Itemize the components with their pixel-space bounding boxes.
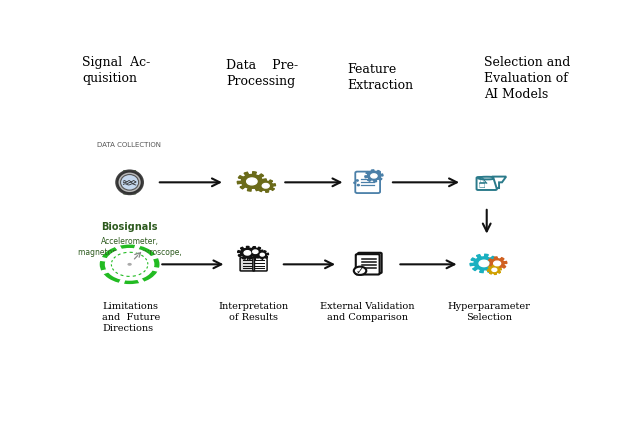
Circle shape — [354, 267, 366, 275]
Polygon shape — [100, 258, 109, 261]
Polygon shape — [102, 269, 110, 273]
Polygon shape — [137, 277, 143, 283]
Text: Feature
Extraction: Feature Extraction — [347, 63, 413, 92]
FancyBboxPatch shape — [123, 186, 136, 194]
Polygon shape — [134, 245, 140, 251]
Circle shape — [492, 268, 497, 271]
Circle shape — [246, 178, 257, 185]
Circle shape — [100, 245, 159, 284]
FancyBboxPatch shape — [253, 258, 267, 271]
Circle shape — [479, 260, 489, 267]
Ellipse shape — [478, 177, 495, 179]
Circle shape — [244, 250, 251, 255]
Text: Biosignals: Biosignals — [101, 222, 158, 232]
FancyBboxPatch shape — [123, 170, 136, 178]
Circle shape — [109, 251, 150, 278]
FancyBboxPatch shape — [477, 177, 497, 190]
Text: ✓: ✓ — [356, 265, 364, 276]
Text: Interpretation
of Results: Interpretation of Results — [218, 302, 289, 322]
Polygon shape — [256, 179, 275, 192]
Circle shape — [108, 250, 152, 279]
Text: □: □ — [479, 182, 485, 188]
Polygon shape — [150, 268, 159, 271]
FancyBboxPatch shape — [240, 258, 254, 271]
Circle shape — [122, 259, 137, 269]
FancyBboxPatch shape — [358, 253, 381, 273]
Polygon shape — [493, 177, 506, 188]
Circle shape — [118, 257, 141, 271]
Text: Data    Pre-
Processing: Data Pre- Processing — [227, 59, 298, 88]
Polygon shape — [237, 172, 266, 191]
Text: Limitations
and  Future
Directions: Limitations and Future Directions — [102, 302, 161, 333]
Circle shape — [371, 174, 377, 178]
Circle shape — [105, 248, 154, 281]
Text: External Validation
and Comparison: External Validation and Comparison — [321, 302, 415, 322]
Polygon shape — [488, 265, 501, 274]
Circle shape — [260, 253, 264, 256]
Text: Signal  Ac-
quisition: Signal Ac- quisition — [83, 56, 151, 85]
Circle shape — [493, 261, 500, 266]
Polygon shape — [120, 278, 125, 284]
FancyBboxPatch shape — [355, 172, 380, 193]
Circle shape — [357, 184, 359, 186]
Circle shape — [116, 256, 143, 273]
Text: △: △ — [479, 176, 484, 185]
Circle shape — [262, 184, 269, 188]
FancyBboxPatch shape — [356, 254, 380, 274]
Ellipse shape — [116, 170, 143, 194]
Ellipse shape — [120, 175, 139, 190]
Text: Selection and
Evaluation of
AI Models: Selection and Evaluation of AI Models — [484, 56, 571, 101]
Polygon shape — [237, 246, 257, 259]
Polygon shape — [256, 250, 269, 259]
Text: DATA COLLECTION: DATA COLLECTION — [97, 141, 161, 147]
Circle shape — [356, 180, 358, 181]
Circle shape — [354, 182, 356, 184]
Text: Hyperparameter
Selection: Hyperparameter Selection — [448, 302, 531, 322]
Text: Accelerometer,
magnetometer, gyroscope,
etc.: Accelerometer, magnetometer, gyroscope, … — [77, 237, 182, 268]
Polygon shape — [149, 255, 157, 259]
Circle shape — [127, 263, 132, 266]
Polygon shape — [365, 170, 383, 182]
Circle shape — [113, 253, 146, 275]
Polygon shape — [470, 254, 498, 273]
Polygon shape — [248, 247, 263, 257]
Polygon shape — [488, 257, 507, 270]
Circle shape — [253, 250, 258, 253]
Polygon shape — [116, 246, 122, 252]
